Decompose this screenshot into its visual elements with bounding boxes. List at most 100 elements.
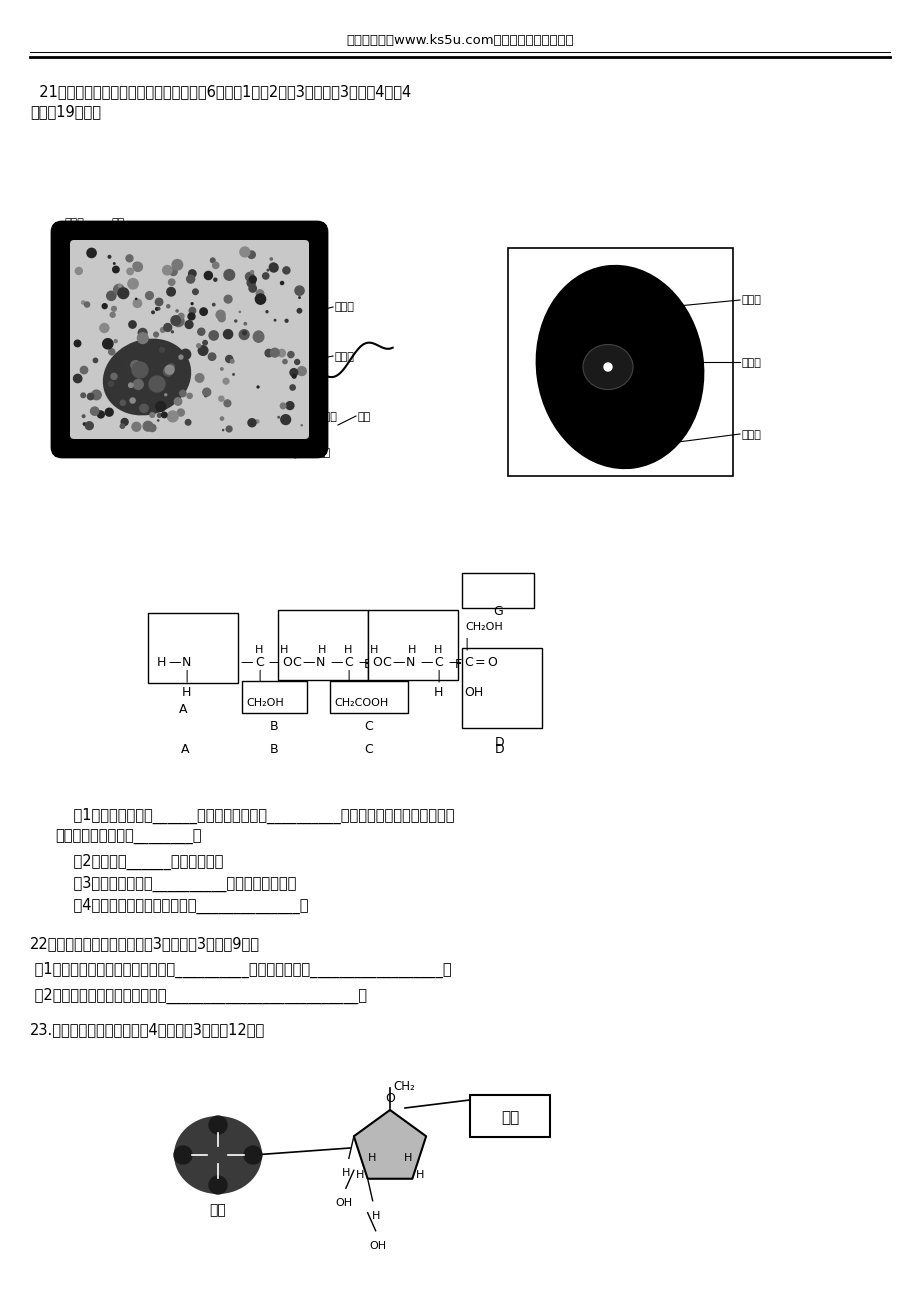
Circle shape	[255, 294, 266, 305]
Circle shape	[212, 303, 215, 306]
Circle shape	[114, 340, 117, 342]
Circle shape	[123, 421, 125, 423]
Text: 高考资源网（www.ks5u.com），您身边的高考专家: 高考资源网（www.ks5u.com），您身边的高考专家	[346, 34, 573, 47]
Circle shape	[280, 404, 286, 409]
Text: —: —	[301, 656, 314, 669]
Circle shape	[223, 270, 234, 280]
Ellipse shape	[103, 339, 191, 415]
Text: 鞭毛: 鞭毛	[357, 411, 371, 422]
Text: H: H	[371, 1211, 380, 1221]
Circle shape	[253, 332, 264, 342]
Polygon shape	[354, 1111, 425, 1178]
Text: |: |	[463, 638, 468, 651]
Circle shape	[90, 408, 98, 415]
Text: O: O	[178, 1150, 187, 1160]
Text: OH: OH	[369, 1241, 386, 1251]
Circle shape	[155, 401, 165, 411]
Circle shape	[166, 288, 176, 296]
Bar	[470, 1095, 550, 1137]
Circle shape	[80, 366, 87, 374]
Circle shape	[165, 366, 174, 374]
Circle shape	[230, 359, 233, 363]
Circle shape	[133, 379, 143, 389]
Text: C: C	[364, 743, 373, 756]
Circle shape	[82, 301, 85, 305]
Circle shape	[280, 415, 290, 424]
Text: H: H	[279, 644, 288, 655]
Circle shape	[85, 422, 93, 430]
Text: OH: OH	[335, 1198, 352, 1208]
Text: H: H	[434, 686, 443, 699]
Circle shape	[129, 383, 133, 388]
Circle shape	[179, 355, 183, 359]
Circle shape	[85, 302, 89, 307]
Text: B: B	[269, 743, 278, 756]
Circle shape	[152, 311, 154, 314]
Circle shape	[294, 359, 300, 365]
Circle shape	[82, 415, 85, 418]
Bar	[242, 681, 307, 713]
Circle shape	[120, 400, 125, 405]
Circle shape	[149, 424, 155, 431]
Text: 22、据图回答问题：（本小题3空，每空3分，共9分）: 22、据图回答问题：（本小题3空，每空3分，共9分）	[30, 936, 260, 950]
Circle shape	[239, 329, 249, 340]
Circle shape	[223, 329, 233, 339]
Circle shape	[256, 290, 264, 297]
Text: D: D	[494, 743, 505, 756]
Circle shape	[282, 267, 289, 273]
Text: D: D	[494, 736, 505, 749]
Circle shape	[195, 374, 204, 383]
Circle shape	[108, 349, 115, 355]
Circle shape	[209, 1176, 227, 1194]
Circle shape	[243, 331, 246, 335]
Circle shape	[286, 401, 293, 410]
Text: —: —	[330, 656, 342, 669]
Circle shape	[140, 404, 148, 413]
Circle shape	[221, 367, 222, 370]
Circle shape	[262, 273, 268, 279]
Circle shape	[168, 279, 175, 285]
Text: O: O	[385, 1092, 394, 1105]
Circle shape	[162, 413, 167, 418]
Text: |: |	[436, 671, 440, 684]
Text: 细胞壁: 细胞壁	[318, 411, 337, 422]
Circle shape	[121, 418, 128, 426]
Text: C: C	[344, 656, 352, 669]
Circle shape	[285, 319, 288, 322]
Circle shape	[150, 413, 154, 418]
Text: A: A	[180, 743, 189, 756]
Circle shape	[163, 266, 172, 275]
Text: O: O	[486, 656, 496, 669]
Circle shape	[225, 355, 233, 362]
Circle shape	[160, 348, 165, 352]
Circle shape	[199, 346, 208, 355]
Circle shape	[87, 249, 96, 258]
Bar	[461, 648, 541, 728]
Text: B: B	[269, 720, 278, 733]
Text: 23.据图回答问题：（本小题4空，每空3分，共12分）: 23.据图回答问题：（本小题4空，每空3分，共12分）	[30, 1022, 265, 1036]
Text: A: A	[178, 703, 187, 716]
Bar	[507, 247, 732, 477]
Text: O: O	[213, 1120, 222, 1130]
Text: —: —	[420, 656, 432, 669]
Circle shape	[119, 284, 121, 288]
Text: （2）甲、乙两个细胞相似之处为__________________________。: （2）甲、乙两个细胞相似之处为_________________________…	[30, 988, 367, 1004]
Circle shape	[274, 319, 276, 322]
Circle shape	[289, 368, 298, 376]
Circle shape	[177, 409, 184, 417]
Circle shape	[187, 275, 195, 283]
Circle shape	[103, 339, 113, 349]
Circle shape	[129, 320, 136, 328]
Circle shape	[171, 331, 173, 333]
Text: O: O	[248, 1150, 257, 1160]
Text: 21、根据下列图表，回答问题。（本题共6空，（1）（2）（3）题每空3分，（4）题4: 21、根据下列图表，回答问题。（本题共6空，（1）（2）（3）题每空3分，（4）…	[30, 85, 411, 99]
Circle shape	[137, 333, 148, 344]
Text: |: |	[256, 671, 261, 684]
Circle shape	[173, 315, 184, 327]
Circle shape	[244, 323, 246, 326]
Circle shape	[160, 328, 165, 332]
Circle shape	[266, 311, 267, 312]
Text: 分，共19分。）: 分，共19分。）	[30, 104, 101, 118]
Text: H: H	[368, 1154, 376, 1163]
Circle shape	[167, 411, 178, 422]
